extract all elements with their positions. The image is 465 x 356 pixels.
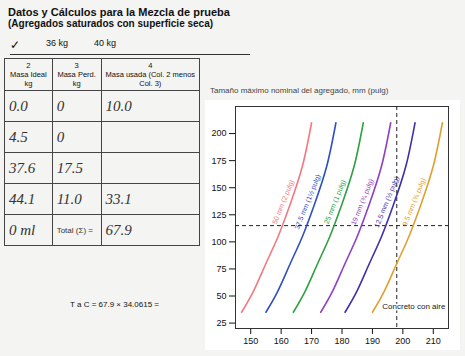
svg-text:210: 210 — [426, 336, 441, 346]
html-text:0: 0 — [56, 97, 65, 114]
html-text:44.1: 44.1 — [9, 190, 36, 207]
svg-text:100: 100 — [211, 237, 226, 247]
svg-text:150: 150 — [211, 183, 226, 193]
svg-text:160: 160 — [274, 336, 289, 346]
html-text:2: 2 — [26, 61, 31, 70]
svg-text:125: 125 — [211, 210, 226, 220]
html-text:0: 0 — [56, 128, 65, 145]
html-text:67.9: 67.9 — [105, 221, 132, 238]
html-text:4: 4 — [148, 61, 153, 70]
svg-text:12.5 mm (½ pulg): 12.5 mm (½ pulg) — [373, 175, 401, 229]
html-text:T a C = 67.9 × 34.0615 =: T a C = 67.9 × 34.0615 = — [70, 300, 159, 309]
svg-text:75: 75 — [216, 264, 226, 274]
html-text:3: 3 — [74, 61, 79, 70]
svg-text:175: 175 — [211, 156, 226, 166]
svg-text:170: 170 — [304, 336, 319, 346]
svg-text:150: 150 — [243, 336, 258, 346]
html-text:Masa Ideal kg: Masa Ideal kg — [10, 70, 47, 88]
svg-text:25: 25 — [216, 318, 226, 328]
svg-text:200: 200 — [395, 336, 410, 346]
svg-text:25 mm (1 pulg): 25 mm (1 pulg) — [323, 179, 348, 226]
html-text:33.1: 33.1 — [105, 190, 132, 207]
svg-text:200: 200 — [211, 128, 226, 138]
html-text:0 ml: 0 ml — [9, 221, 36, 238]
svg-text:190: 190 — [365, 336, 380, 346]
html-text:Masa Perd. kg: Masa Perd. kg — [57, 70, 96, 88]
html-text:10.0: 10.0 — [105, 97, 132, 114]
html-text:37.6: 37.6 — [9, 159, 36, 176]
html-text:Tamaño máximo nominal del agre: Tamaño máximo nominal del agregado, mm (… — [210, 86, 389, 95]
html-text:40 kg: 40 kg — [94, 38, 117, 48]
html-text:Datos y Cálculos para la Mezcl: Datos y Cálculos para la Mezcla de prueb… — [8, 6, 230, 18]
svg-text:50 mm (2 pulg): 50 mm (2 pulg) — [271, 179, 296, 226]
html-text:0.0: 0.0 — [9, 97, 28, 114]
svg-text:50: 50 — [216, 291, 226, 301]
html-text:17.5: 17.5 — [56, 159, 83, 176]
svg-text:19 mm (¾ pulg): 19 mm (¾ pulg) — [350, 178, 376, 226]
html-text:36 kg: 36 kg — [46, 38, 68, 48]
svg-text:180: 180 — [334, 336, 349, 346]
svg-text:9.5 mm (⅜ pulg): 9.5 mm (⅜ pulg) — [401, 177, 428, 227]
html-text:11.0: 11.0 — [56, 190, 82, 207]
html-text:Total (Σ) =: Total (Σ) = — [56, 225, 93, 235]
html-text:4.5: 4.5 — [9, 128, 28, 145]
svg-text:Concreto con aire: Concreto con aire — [382, 302, 446, 311]
html-text:Masa usada (Col. 2 menos Col.: Masa usada (Col. 2 menos Col. 3) — [105, 70, 196, 88]
svg-text:37.5 mm (1½ pulg): 37.5 mm (1½ pulg) — [293, 173, 322, 230]
html-text:(Agregados saturados con super: (Agregados saturados con superficie seca… — [8, 18, 214, 29]
